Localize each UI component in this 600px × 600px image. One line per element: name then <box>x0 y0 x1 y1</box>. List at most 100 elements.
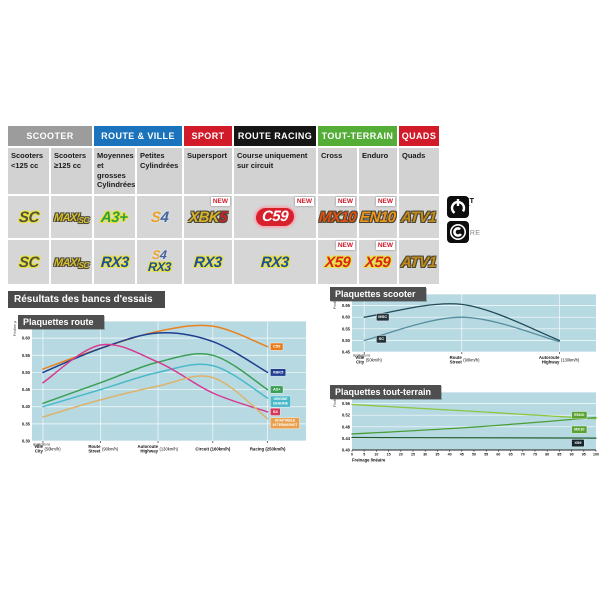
series-line-ORIGINE <box>42 363 269 408</box>
subheader-7: Enduro <box>359 148 397 194</box>
svg-text:60: 60 <box>496 453 500 457</box>
x-axis-label: Applications <box>33 443 51 447</box>
svg-text:45: 45 <box>460 453 464 457</box>
subheader-1: Scooters ≥125 cc <box>51 148 92 194</box>
subheader-3: Petites Cylindrées <box>137 148 182 194</box>
svg-text:(50km/h): (50km/h) <box>44 446 61 451</box>
product-cell-front-2: A3+ <box>94 196 135 238</box>
product-cell-front-6: NEW MX10 <box>318 196 357 238</box>
product-cell-rear-1: MAXISC <box>51 240 92 284</box>
svg-text:25: 25 <box>411 453 415 457</box>
product-logo-xbk5: XBK5 <box>188 208 228 226</box>
svg-text:(90km/h): (90km/h) <box>102 446 119 451</box>
svg-text:0.52: 0.52 <box>342 413 351 418</box>
svg-text:C59: C59 <box>273 344 281 349</box>
svg-text:MSC: MSC <box>378 314 387 319</box>
product-cell-front-1: MAXISC <box>51 196 92 238</box>
svg-text:(130km/h): (130km/h) <box>160 446 179 451</box>
svg-text:70: 70 <box>521 453 525 457</box>
product-logo-rx3: RX3 <box>100 253 129 271</box>
series-line-MSC <box>363 303 561 342</box>
svg-text:0.55: 0.55 <box>342 326 351 331</box>
svg-text:0.60: 0.60 <box>22 336 31 341</box>
svg-text:0: 0 <box>351 453 353 457</box>
product-logo-sc: SC <box>17 208 40 226</box>
product-logo-en10: EN10 <box>359 208 397 226</box>
product-logo-atv1: ATV1 <box>400 253 438 271</box>
svg-text:85: 85 <box>557 453 561 457</box>
y-axis-label: Friction µ <box>333 294 337 309</box>
svg-text:GENUINE: GENUINE <box>273 402 289 406</box>
route-chart: 0.650.600.550.500.450.400.350.30Friction… <box>13 319 306 453</box>
svg-text:35: 35 <box>435 453 439 457</box>
category-header-2: SPORT <box>184 126 232 146</box>
svg-text:Street: Street <box>88 448 101 453</box>
new-badge: NEW <box>335 197 355 206</box>
svg-text:Route: Route <box>88 444 101 449</box>
product-logo-a3: A3+ <box>100 208 129 226</box>
svg-text:(130km/h): (130km/h) <box>561 357 580 362</box>
svg-text:EN10: EN10 <box>574 412 585 417</box>
chip-MSC: MSC <box>376 313 390 322</box>
subheader-5: Course uniquement sur circuit <box>234 148 316 194</box>
svg-text:ADAPTABLE: ADAPTABLE <box>275 419 296 423</box>
svg-text:90: 90 <box>570 453 574 457</box>
svg-text:Autoroute: Autoroute <box>138 444 159 449</box>
svg-text:(90km/h): (90km/h) <box>463 357 480 362</box>
svg-text:100: 100 <box>593 453 599 457</box>
product-cell-rear-5: RX3 <box>234 240 316 284</box>
series-line-S4 <box>42 343 269 413</box>
new-badge: NEW <box>335 241 355 250</box>
chip-A3+: A3+ <box>270 385 284 394</box>
svg-text:0.30: 0.30 <box>22 439 31 444</box>
series-line-EN10 <box>351 403 597 420</box>
new-badge: NEW <box>375 241 395 250</box>
series-line-MX10 <box>351 416 597 435</box>
svg-text:(50km/h): (50km/h) <box>366 357 383 362</box>
subheader-6: Cross <box>318 148 357 194</box>
svg-text:0.60: 0.60 <box>342 315 351 320</box>
svg-text:0.35: 0.35 <box>22 421 31 426</box>
results-title: Résultats des bancs d'essais <box>8 291 165 308</box>
product-cell-front-0: SC <box>8 196 49 238</box>
category-header-3: ROUTE RACING <box>234 126 316 146</box>
svg-text:0.65: 0.65 <box>342 303 351 308</box>
svg-text:55: 55 <box>484 453 488 457</box>
svg-text:0.40: 0.40 <box>342 448 351 453</box>
position-legend: FRONT AVANT REAR ARRIÈRE <box>447 195 507 246</box>
product-logo-atv1: ATV1 <box>400 208 438 226</box>
scooter-chart-title: Plaquettes scooter <box>330 287 426 301</box>
series-line-XBK5 <box>42 332 269 374</box>
svg-text:0.45: 0.45 <box>22 387 31 392</box>
product-logo-rx3: RX3 <box>147 260 172 274</box>
chip-C59: C59 <box>270 342 284 351</box>
product-logo-c59: C59 <box>255 208 295 226</box>
product-logo-x59: X59 <box>324 253 351 271</box>
svg-text:Route: Route <box>450 355 463 360</box>
product-cell-front-8: ATV1 <box>399 196 439 238</box>
svg-text:AFTERMARKET: AFTERMARKET <box>272 423 297 427</box>
new-badge: NEW <box>375 197 395 206</box>
svg-text:20: 20 <box>399 453 403 457</box>
product-cell-front-3: S4 <box>137 196 182 238</box>
plot-area <box>352 294 596 352</box>
svg-text:80: 80 <box>545 453 549 457</box>
svg-text:Highway: Highway <box>140 448 158 453</box>
product-logo-maxisc: MAXISC <box>53 212 90 226</box>
series-line-ADAPTABLE <box>42 375 269 420</box>
svg-text:City: City <box>356 359 365 364</box>
product-cell-rear-6: NEW X59 <box>318 240 357 284</box>
product-logo-mx10: MX10 <box>318 208 357 226</box>
product-cell-front-5: NEW C59 <box>234 196 316 238</box>
chip-MX10: MX10 <box>571 425 588 434</box>
svg-text:Street: Street <box>450 359 463 364</box>
svg-text:0.56: 0.56 <box>342 401 351 406</box>
product-cell-rear-7: NEW X59 <box>359 240 397 284</box>
subheader-2: Moyennes et grosses Cylindrées <box>94 148 135 194</box>
tt-chart-title: Plaquettes tout-terrain <box>330 385 442 399</box>
svg-text:ORIGINE: ORIGINE <box>274 397 289 401</box>
